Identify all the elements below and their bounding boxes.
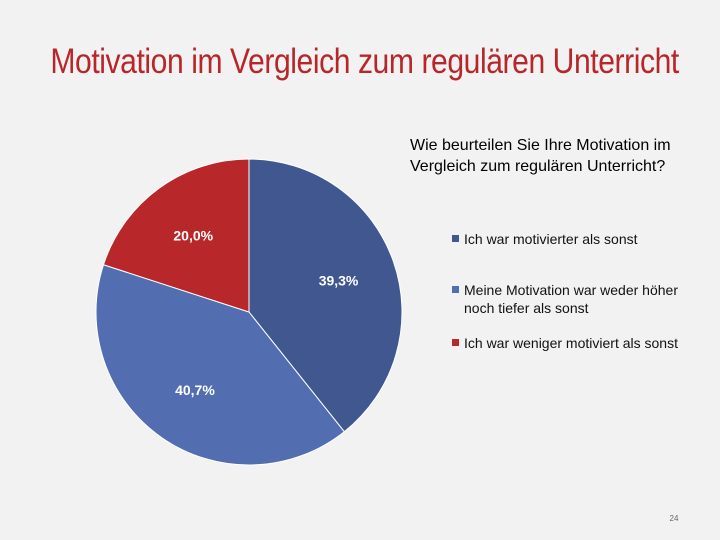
legend-label: Ich war motivierter als sonst (464, 231, 638, 247)
pie-slice-2 (95, 264, 345, 466)
pie-slice-label-2: 40,7% (175, 382, 215, 398)
pie-slice-3 (102, 158, 250, 313)
legend-item-less-motivated: Ich war weniger motiviert als sonst (452, 334, 702, 352)
pie-slice-label-1: 39,3% (319, 273, 359, 289)
slide-title: Motivation im Vergleich zum regulären Un… (50, 42, 679, 81)
pie-slice-1 (248, 158, 403, 433)
pie-slice-label-3: 20,0% (173, 227, 213, 243)
chart-question: Wie beurteilen Sie Ihre Motivation im Ve… (410, 137, 671, 175)
legend-label: Ich war weniger motiviert als sonst (464, 335, 678, 351)
legend-swatch (452, 339, 459, 346)
legend-item-motivated: Ich war motivierter als sonst (452, 230, 702, 248)
legend-swatch (452, 235, 459, 242)
legend-label: Meine Motivation war weder höher noch ti… (464, 282, 678, 316)
legend-item-neutral: Meine Motivation war weder höher noch ti… (452, 281, 702, 317)
legend-swatch (452, 286, 459, 293)
page-number: 24 (669, 514, 679, 523)
